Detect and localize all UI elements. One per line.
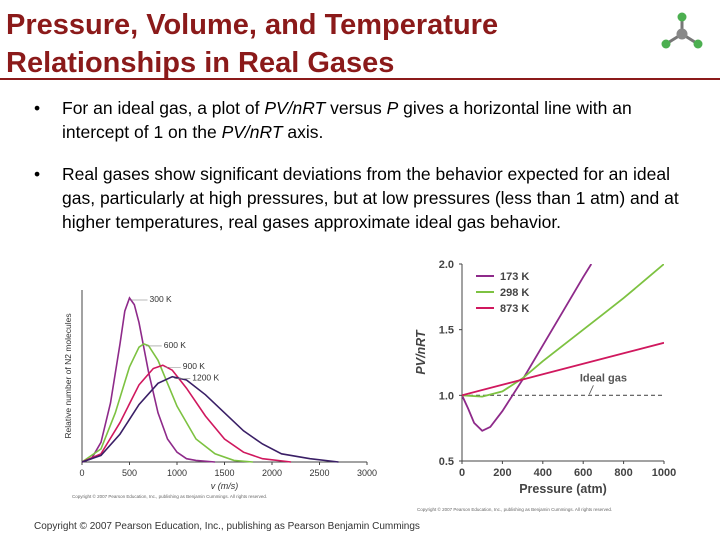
bullet-symbol: •: [34, 164, 41, 184]
bullet-term: PV/nRT: [264, 98, 326, 118]
x-axis-label: Pressure (atm): [519, 482, 607, 496]
x-tick-label: 600: [574, 467, 592, 479]
bullet-real-gases: • Real gases show significant deviations…: [34, 162, 682, 234]
slide-title: Pressure, Volume, and Temperature Relati…: [6, 6, 498, 82]
pv-nrt-chart: 0 200 400 600 800 1000 0.5 1.0 1.5 2.0 Pressure (a…: [414, 259, 676, 512]
series-line-298-K: [462, 264, 664, 398]
legend-label: 873 K: [500, 303, 529, 315]
series-label: 600 K: [164, 340, 187, 350]
x-tick-label: 0: [459, 467, 465, 479]
plot-area: [462, 264, 664, 461]
bullet-ideal-gas: • For an ideal gas, a plot of PV/nRT ver…: [34, 96, 682, 144]
series-label: 900 K: [183, 361, 206, 371]
series-line-900-K: [81, 364, 292, 463]
x-axis-label: v (m/s): [211, 481, 239, 491]
bullet-text: axis.: [282, 122, 324, 142]
legend-label: 173 K: [500, 271, 529, 283]
annotation-arrow: [588, 385, 594, 395]
y-tick-label: 1.0: [439, 390, 454, 402]
y-tick-label: 2.0: [439, 259, 454, 271]
x-tick-label: 400: [534, 467, 552, 479]
bullet-text: For an ideal gas, a plot of: [62, 98, 265, 118]
y-axis-label: PV/nRT: [414, 329, 428, 375]
y-tick-label: 0.5: [439, 456, 454, 468]
legend-label: 298 K: [500, 287, 529, 299]
slide-copyright: Copyright © 2007 Pearson Education, Inc.…: [34, 521, 420, 532]
series-line-173-K: [462, 264, 593, 432]
x-tick-label: 500: [122, 468, 137, 478]
x-tick-label: 1000: [652, 467, 676, 479]
series-line-873-K: [462, 341, 664, 397]
x-tick-label: 2500: [309, 468, 329, 478]
x-tick-label: 3000: [357, 468, 377, 478]
x-tick-label: 0: [79, 468, 84, 478]
y-axis-label: Relative number of N2 molecules: [63, 313, 73, 438]
molecule-icon: [661, 12, 703, 49]
title-line-2: Relationships in Real Gases: [6, 47, 395, 79]
chart-copyright: Copyright © 2007 Pearson Education, Inc.…: [72, 493, 267, 499]
title-divider: [0, 78, 720, 80]
title-line-1: Pressure, Volume, and Temperature: [6, 9, 499, 41]
x-tick-label: 2000: [262, 468, 282, 478]
series-label: 300 K: [150, 294, 173, 304]
bullet-text: versus: [325, 98, 387, 118]
series-label: 1200 K: [192, 373, 219, 383]
bullet-term: P: [386, 98, 399, 118]
ideal-gas-annotation: Ideal gas: [580, 372, 627, 384]
speed-distribution-chart: 0 500 1000 1500 2000 2500 3000 v (m/s) Relative …: [63, 290, 377, 499]
bullet-text: gives a horizontal line with an intercep…: [62, 98, 632, 142]
chart-copyright: Copyright © 2007 Pearson Education, Inc.…: [417, 506, 612, 512]
series-line-1200-K: [81, 375, 339, 463]
bullet-text: Real gases show significant deviations f…: [62, 164, 679, 232]
bullet-symbol: •: [34, 98, 41, 118]
x-tick-label: 200: [493, 467, 511, 479]
x-tick-label: 1000: [167, 468, 187, 478]
series-line-300-K: [81, 296, 216, 463]
y-tick-label: 1.5: [439, 325, 454, 337]
bullet-term: PV/nRT: [221, 122, 283, 142]
x-tick-label: 1500: [214, 468, 234, 478]
series-line-600-K: [81, 343, 254, 463]
x-tick-label: 800: [614, 467, 632, 479]
